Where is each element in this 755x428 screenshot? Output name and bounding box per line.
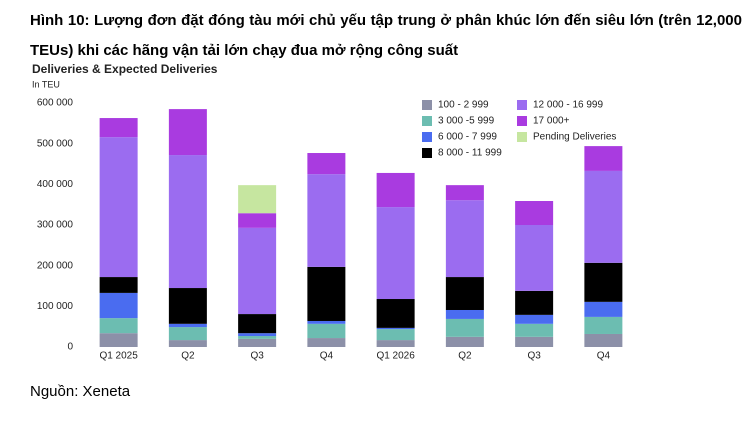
bar-segment	[376, 299, 415, 328]
bar-segment	[168, 327, 207, 341]
y-tick-label: 500 000	[37, 138, 74, 149]
legend-swatch	[517, 116, 527, 126]
bar-segment	[584, 262, 623, 302]
y-tick-label: 400 000	[37, 179, 74, 190]
bar-segment	[238, 336, 277, 339]
x-tick-label: Q4	[597, 351, 611, 362]
source: Nguồn: Xeneta	[30, 383, 131, 400]
bar-segment	[584, 316, 623, 334]
legend-label: Pending Deliveries	[533, 132, 616, 143]
bar-segment	[445, 200, 484, 278]
bar-segment	[584, 333, 623, 347]
y-tick-label: 0	[67, 342, 73, 353]
bar-segment	[168, 155, 207, 289]
bar-segment	[238, 185, 277, 214]
bar-segment	[238, 213, 277, 228]
y-tick-label: 600 000	[37, 98, 74, 109]
bar-segment	[515, 225, 554, 291]
legend-swatch	[422, 100, 432, 110]
bar-segment	[515, 336, 554, 347]
bar-segment	[445, 318, 484, 337]
chart-subtitle: In TEU	[32, 79, 60, 89]
bar-segment	[376, 327, 415, 330]
bar-segment	[168, 323, 207, 328]
bar-segment	[307, 338, 346, 347]
bar-segment	[445, 277, 484, 310]
legend-swatch	[422, 116, 432, 126]
legend-swatch	[422, 148, 432, 158]
bar-segment	[584, 170, 623, 263]
bar-segment	[168, 109, 207, 156]
bar-segment	[168, 340, 207, 347]
bar-segment	[307, 266, 346, 321]
bar-segment	[99, 137, 138, 278]
y-tick-label: 300 000	[37, 220, 74, 231]
bar-segment	[238, 227, 277, 315]
bar-segment	[376, 172, 415, 208]
bar-segment	[307, 320, 346, 324]
bar-segment	[515, 201, 554, 225]
x-tick-label: Q4	[320, 351, 334, 362]
bar-segment	[99, 292, 138, 319]
bar-segment	[515, 323, 554, 337]
x-tick-label: Q1 2026	[376, 351, 415, 362]
bar-segment	[238, 314, 277, 334]
legend-label: 6 000 - 7 999	[438, 132, 497, 143]
bar-segment	[584, 146, 623, 171]
bar-segment	[238, 333, 277, 337]
bar-segment	[99, 118, 138, 138]
legend-swatch	[517, 132, 527, 142]
bar-segment	[238, 338, 277, 347]
bar-segment	[515, 314, 554, 324]
bar-segment	[376, 340, 415, 347]
x-tick-label: Q2	[458, 351, 472, 362]
legend-swatch	[422, 132, 432, 142]
bar-segment	[376, 207, 415, 300]
x-tick-label: Q1 2025	[99, 351, 138, 362]
bar-segment	[99, 333, 138, 347]
y-tick-label: 100 000	[37, 301, 74, 312]
legend-swatch	[517, 100, 527, 110]
bar-segment	[515, 290, 554, 315]
bar-segment	[168, 288, 207, 324]
bar-segment	[445, 336, 484, 347]
bar-segment	[445, 185, 484, 201]
bar-segment	[307, 153, 346, 175]
caption: Hình 10: Lượng đơn đặt đóng tàu mới chủ …	[30, 12, 742, 59]
chart-title: Deliveries & Expected Deliveries	[32, 62, 218, 76]
bar-segment	[445, 309, 484, 319]
y-tick-label: 200 000	[37, 260, 74, 271]
x-tick-label: Q2	[181, 351, 195, 362]
legend-label: 3 000 -5 999	[438, 116, 495, 127]
bar-segment	[99, 318, 138, 334]
legend-label: 12 000 - 16 999	[533, 100, 603, 111]
bar-segment	[376, 329, 415, 341]
bar-segment	[99, 277, 138, 293]
legend-label: 100 - 2 999	[438, 100, 489, 111]
legend-label: 17 000+	[533, 116, 570, 127]
x-tick-label: Q3	[250, 351, 264, 362]
bar-segment	[307, 323, 346, 339]
bar-segment	[307, 174, 346, 267]
legend-label: 8 000 - 11 999	[438, 148, 502, 159]
x-tick-label: Q3	[527, 351, 541, 362]
bar-segment	[584, 301, 623, 317]
